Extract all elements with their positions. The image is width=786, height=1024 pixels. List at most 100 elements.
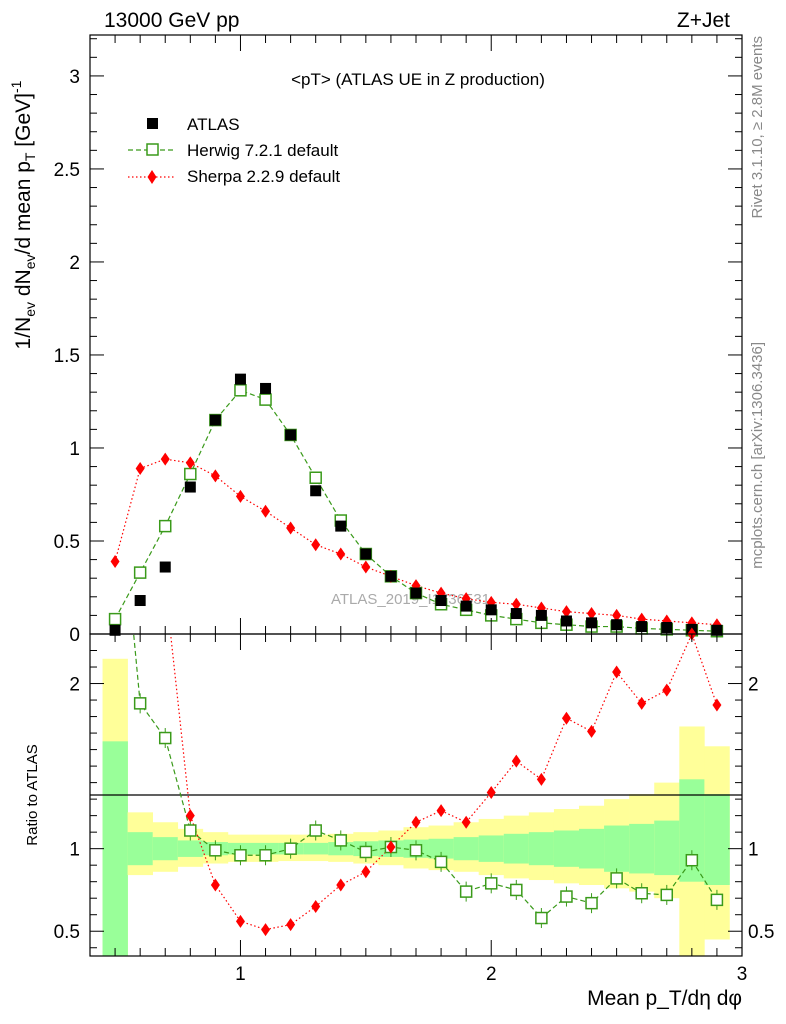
sherpa-point — [135, 461, 145, 475]
sherpa-point — [235, 914, 245, 928]
herwig-point — [309, 824, 322, 837]
band-inner-bin — [528, 832, 555, 866]
band-inner-bin — [303, 842, 329, 855]
band-inner-bin — [654, 820, 680, 876]
band-inner-bin — [604, 825, 630, 872]
sherpa-point — [436, 804, 446, 818]
main-panel: ATLAS_2019_I1736531 0 0.5 1 1.5 2 2.5 3 <pT> (… — [54, 34, 743, 646]
legend-atlas-marker — [147, 118, 158, 129]
atlas-point — [285, 429, 297, 441]
sherpa-point — [160, 452, 170, 466]
sherpa-point — [712, 698, 722, 712]
sherpa-point — [235, 489, 245, 503]
band-inner-bin — [453, 837, 479, 861]
analysis-watermark: ATLAS_2019_I1736531 — [331, 591, 490, 608]
sherpa-point — [587, 724, 597, 738]
herwig-point — [610, 872, 623, 885]
atlas-point — [586, 617, 598, 629]
main-title: <pT> (ATLAS UE in Z production) — [291, 70, 545, 89]
main-ytick-label: 2 — [69, 253, 80, 274]
band-inner-bin — [553, 830, 580, 867]
sherpa-point — [561, 711, 571, 725]
herwig-point — [334, 834, 348, 847]
sherpa-point — [612, 665, 622, 679]
herwig-point — [585, 896, 598, 910]
atlas-point — [485, 604, 497, 616]
atlas-point — [360, 548, 372, 560]
ratio-panel: 0.5 0.5 1 1 2 2 1 2 3 Ratio to ATLAS Mean p_T/dη… — [24, 627, 774, 1010]
ratio-ylabel: Ratio to ATLAS — [24, 744, 41, 845]
legend-sherpa-marker — [147, 170, 157, 184]
sherpa-point — [185, 809, 195, 823]
sherpa-point — [511, 754, 521, 768]
sherpa-point — [286, 521, 296, 535]
herwig-point — [284, 842, 297, 855]
herwig-point — [484, 877, 498, 890]
atlas-point — [209, 414, 221, 426]
herwig-point — [459, 885, 473, 898]
herwig-point — [158, 519, 172, 533]
herwig-point — [133, 697, 147, 710]
legend-herwig-label: Herwig 7.2.1 default — [187, 141, 338, 160]
herwig-point — [434, 855, 448, 869]
herwig-point — [710, 893, 724, 907]
band-inner-bin — [177, 840, 204, 857]
band-inner-bin — [503, 833, 530, 864]
sherpa-point — [486, 786, 496, 800]
sherpa-point — [511, 597, 521, 611]
atlas-point — [460, 600, 472, 612]
main-ylabel: 1/Nev​ dNev​/d mean pT​ [GeV]-1 — [8, 80, 38, 349]
legend-sherpa-label: Sherpa 2.2.9 default — [187, 167, 340, 186]
band-inner-bin — [704, 794, 730, 885]
sherpa-point — [185, 456, 195, 470]
sherpa-point — [561, 605, 571, 619]
herwig-point — [234, 384, 247, 397]
ratio-uncertainty-bands — [102, 658, 730, 956]
sherpa-point — [461, 815, 471, 829]
ratio-xtick-label: 3 — [737, 964, 748, 985]
main-ytick-label: 0 — [69, 625, 80, 646]
herwig-point — [184, 824, 197, 837]
herwig-point — [158, 731, 172, 745]
sherpa-point — [662, 683, 672, 697]
legend: ATLAS Herwig 7.2.1 default Sherpa 2.2.9 … — [128, 115, 340, 186]
header-right: Z+Jet — [677, 9, 730, 32]
sherpa-point — [386, 840, 396, 854]
herwig-point — [133, 566, 147, 579]
herwig-point — [560, 890, 573, 903]
atlas-point — [510, 608, 522, 620]
atlas-point — [611, 619, 623, 631]
legend-herwig-marker — [146, 143, 159, 156]
atlas-point — [435, 595, 447, 607]
herwig-point — [359, 845, 373, 859]
sherpa-point — [210, 469, 220, 483]
sherpa-point — [411, 815, 421, 829]
sherpa-ratio-line — [170, 634, 718, 931]
atlas-point — [560, 615, 572, 627]
ratio-ytick-label: 2 — [69, 675, 80, 696]
sherpa-point — [336, 878, 346, 892]
ratio-ytick-label: 1 — [69, 840, 80, 861]
main-axis-ticks: 0 0.5 1 1.5 2 2.5 3 — [54, 35, 743, 646]
band-inner-bin — [127, 832, 153, 866]
atlas-point — [535, 609, 547, 621]
sherpa-point — [336, 547, 346, 561]
mcplots-label: mcplots.cern.ch [arXiv:1306.3436] — [749, 342, 766, 569]
band-inner-bin — [579, 828, 605, 869]
ratio-ytick-label-right: 2 — [748, 675, 759, 696]
herwig-point — [209, 844, 222, 857]
legend-atlas-label: ATLAS — [187, 115, 240, 134]
sherpa-point — [536, 772, 546, 786]
herwig-point — [259, 849, 272, 862]
band-inner-bin — [478, 835, 505, 862]
sherpa-point — [311, 538, 321, 552]
sherpa-point — [261, 504, 271, 518]
rivet-version-label: Rivet 3.1.10, ≥ 2.8M events — [749, 36, 766, 219]
sherpa-point — [361, 560, 371, 574]
herwig-point — [635, 887, 648, 900]
sherpa-point — [210, 878, 220, 892]
main-ytick-label: 0.5 — [54, 532, 80, 553]
herwig-point — [108, 612, 122, 626]
sherpa-point — [361, 865, 371, 879]
